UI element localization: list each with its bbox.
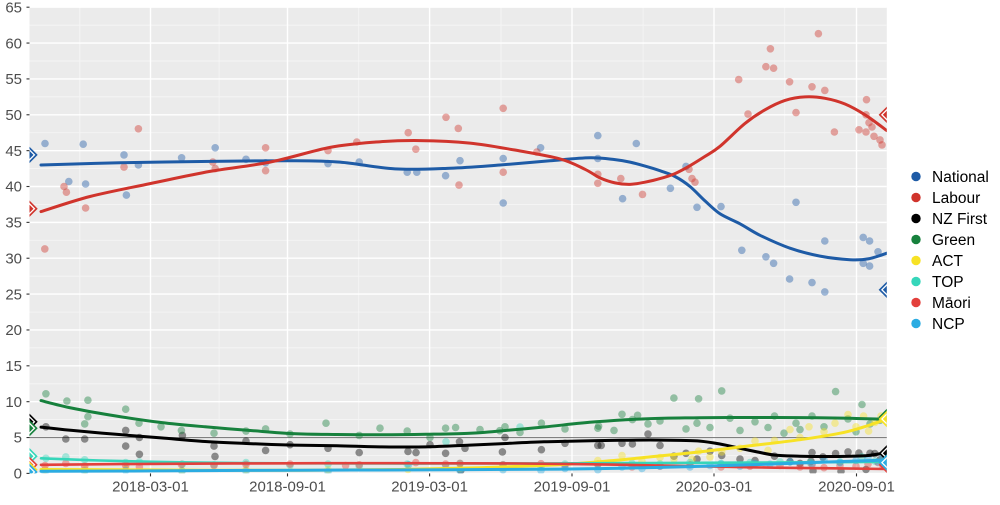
svg-text:15: 15 <box>5 358 22 375</box>
svg-text:5: 5 <box>14 430 22 447</box>
svg-text:10: 10 <box>5 394 22 411</box>
svg-text:2020-09-01: 2020-09-01 <box>818 479 895 496</box>
svg-text:2018-09-01: 2018-09-01 <box>249 479 326 496</box>
svg-text:NCP: NCP <box>932 316 965 333</box>
svg-text:25: 25 <box>5 286 22 303</box>
svg-text:65: 65 <box>5 0 22 16</box>
svg-text:2019-09-01: 2019-09-01 <box>534 479 611 496</box>
svg-text:40: 40 <box>5 179 22 196</box>
svg-text:NZ First: NZ First <box>932 211 988 228</box>
svg-text:20: 20 <box>5 322 22 339</box>
svg-text:Labour: Labour <box>932 190 980 207</box>
svg-text:45: 45 <box>5 143 22 160</box>
svg-text:30: 30 <box>5 250 22 267</box>
svg-text:Māori: Māori <box>932 295 971 312</box>
svg-text:60: 60 <box>5 35 22 52</box>
svg-text:Green: Green <box>932 232 975 249</box>
svg-text:National: National <box>932 169 989 186</box>
svg-text:50: 50 <box>5 107 22 124</box>
svg-text:35: 35 <box>5 215 22 232</box>
svg-text:ACT: ACT <box>932 253 964 270</box>
svg-text:2020-03-01: 2020-03-01 <box>676 479 753 496</box>
svg-text:2019-03-01: 2019-03-01 <box>391 479 468 496</box>
svg-text:2018-03-01: 2018-03-01 <box>112 479 189 496</box>
svg-text:0: 0 <box>14 466 22 483</box>
svg-text:55: 55 <box>5 71 22 88</box>
svg-text:TOP: TOP <box>932 274 964 291</box>
